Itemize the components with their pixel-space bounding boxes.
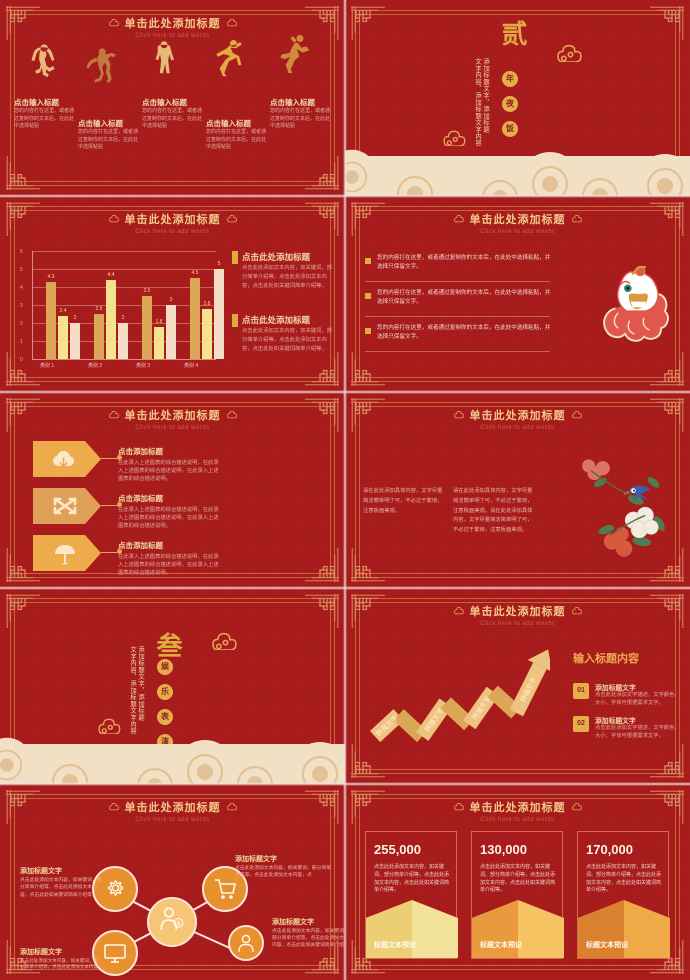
svg-text:标题文本预设: 标题文本预设 [373, 940, 417, 949]
svg-text:标题文本预设: 标题文本预设 [585, 940, 629, 949]
svg-text:标题文本预设: 标题文本预设 [479, 940, 523, 949]
svg-text:$: $ [177, 921, 180, 927]
